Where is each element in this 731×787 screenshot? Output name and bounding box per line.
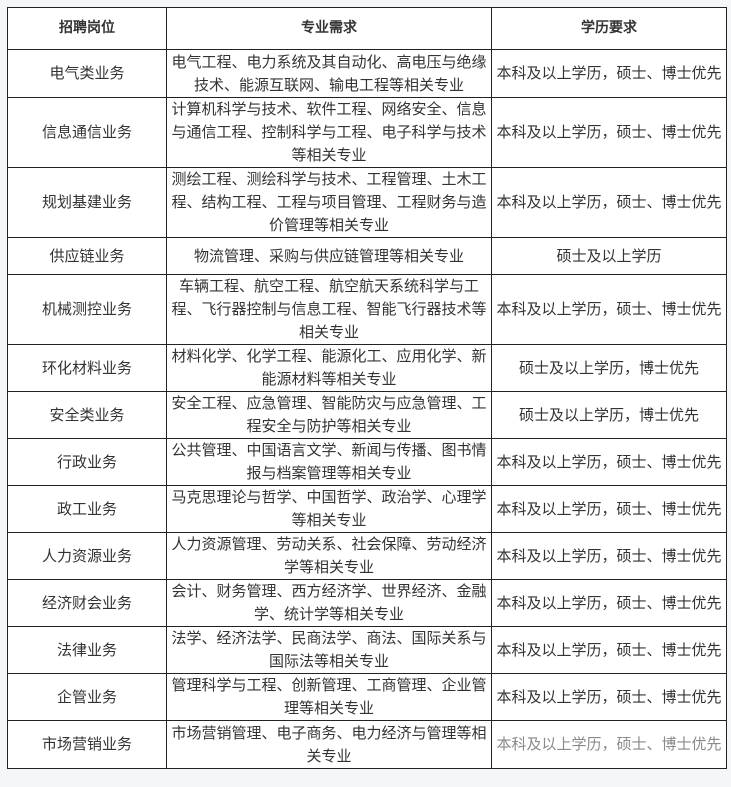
majors-cell: 市场营销管理、电子商务、电力经济与管理等相关专业 — [166, 720, 492, 769]
majors-cell: 安全工程、应急管理、智能防灾与应急管理、工程安全与防护等相关专业 — [166, 391, 492, 439]
position-cell: 行政业务 — [7, 438, 167, 486]
table-row: 行政业务 公共管理、中国语言文学、新闻与传播、图书情报与档案管理等相关专业 本科及以… — [7, 438, 727, 486]
majors-cell: 马克思理论与哲学、中国哲学、政治学、心理学等相关专业 — [166, 485, 492, 533]
education-cell: 硕士及以上学历，博士优先 — [491, 391, 727, 439]
majors-cell: 计算机科学与技术、软件工程、网络安全、信息与通信工程、控制科学与工程、电子科学与… — [166, 97, 492, 168]
table-row: 人力资源业务 人力资源管理、劳动关系、社会保障、劳动经济学等相关专业 本科及以上学历… — [7, 532, 727, 580]
position-cell: 经济财会业务 — [7, 579, 167, 627]
table-row: 信息通信业务 计算机科学与技术、软件工程、网络安全、信息与通信工程、控制科学与工程… — [7, 97, 727, 168]
position-cell: 电气类业务 — [7, 49, 167, 98]
education-cell: 本科及以上学历，硕士、博士优先 — [491, 532, 727, 580]
header-row: 招聘岗位 专业需求 学历要求 — [7, 7, 727, 50]
table-row: 经济财会业务 会计、财务管理、西方经济学、世界经济、金融学、统计学等相关专业 本科及… — [7, 579, 727, 627]
education-cell: 本科及以上学历，硕士、博士优先 — [491, 579, 727, 627]
majors-cell: 电气工程、电力系统及其自动化、高电压与绝缘技术、能源互联网、输电工程等相关专业 — [166, 49, 492, 98]
table-row: 安全类业务 安全工程、应急管理、智能防灾与应急管理、工程安全与防护等相关专业 硕士及… — [7, 391, 727, 439]
table-row: 政工业务 马克思理论与哲学、中国哲学、政治学、心理学等相关专业 本科及以上学历，硕士… — [7, 485, 727, 533]
position-cell: 市场营销业务 — [7, 720, 167, 769]
position-cell: 信息通信业务 — [7, 97, 167, 168]
position-cell: 机械测控业务 — [7, 274, 167, 345]
majors-cell: 公共管理、中国语言文学、新闻与传播、图书情报与档案管理等相关专业 — [166, 438, 492, 486]
majors-cell: 材料化学、化学工程、能源化工、应用化学、新能源材料等相关专业 — [166, 344, 492, 392]
table-row: 法律业务 法学、经济法学、民商法学、商法、国际关系与国际法等相关专业 本科及以上学历… — [7, 626, 727, 674]
education-cell: 本科及以上学历，硕士、博士优先 — [491, 720, 727, 769]
table-row: 电气类业务 电气工程、电力系统及其自动化、高电压与绝缘技术、能源互联网、输电工程等… — [7, 49, 727, 98]
majors-cell: 人力资源管理、劳动关系、社会保障、劳动经济学等相关专业 — [166, 532, 492, 580]
position-cell: 人力资源业务 — [7, 532, 167, 580]
position-cell: 法律业务 — [7, 626, 167, 674]
education-cell: 本科及以上学历，硕士、博士优先 — [491, 49, 727, 98]
education-cell: 硕士及以上学历 — [491, 237, 727, 275]
table-row: 市场营销业务 市场营销管理、电子商务、电力经济与管理等相关专业 本科及以上学历，硕士… — [7, 720, 727, 769]
education-cell: 硕士及以上学历，博士优先 — [491, 344, 727, 392]
table-row: 企管业务 管理科学与工程、创新管理、工商管理、企业管理等相关专业 本科及以上学历，硕… — [7, 673, 727, 721]
table-row: 规划基建业务 测绘工程、测绘科学与技术、工程管理、土木工程、结构工程、工程与项目管… — [7, 167, 727, 238]
position-cell: 安全类业务 — [7, 391, 167, 439]
position-cell: 环化材料业务 — [7, 344, 167, 392]
position-cell: 政工业务 — [7, 485, 167, 533]
recruitment-table: 招聘岗位 专业需求 学历要求 电气类业务 电气工程、电力系统及其自动化、高电压与绝… — [7, 7, 727, 769]
majors-cell: 车辆工程、航空工程、航空航天系统科学与工程、飞行器控制与信息工程、智能飞行器技术… — [166, 274, 492, 345]
table-row: 环化材料业务 材料化学、化学工程、能源化工、应用化学、新能源材料等相关专业 硕士及以… — [7, 344, 727, 392]
table-row: 机械测控业务 车辆工程、航空工程、航空航天系统科学与工程、飞行器控制与信息工程、智… — [7, 274, 727, 345]
position-cell: 规划基建业务 — [7, 167, 167, 238]
education-cell: 本科及以上学历，硕士、博士优先 — [491, 97, 727, 168]
majors-cell: 物流管理、采购与供应链管理等相关专业 — [166, 237, 492, 275]
education-cell: 本科及以上学历，硕士、博士优先 — [491, 167, 727, 238]
table-row: 供应链业务 物流管理、采购与供应链管理等相关专业 硕士及以上学历 — [7, 237, 727, 275]
header-position: 招聘岗位 — [7, 7, 167, 50]
education-cell: 本科及以上学历，硕士、博士优先 — [491, 485, 727, 533]
majors-cell: 法学、经济法学、民商法学、商法、国际关系与国际法等相关专业 — [166, 626, 492, 674]
majors-cell: 管理科学与工程、创新管理、工商管理、企业管理等相关专业 — [166, 673, 492, 721]
position-cell: 企管业务 — [7, 673, 167, 721]
majors-cell: 测绘工程、测绘科学与技术、工程管理、土木工程、结构工程、工程与项目管理、工程财务… — [166, 167, 492, 238]
header-majors: 专业需求 — [166, 7, 492, 50]
education-cell: 本科及以上学历，硕士、博士优先 — [491, 438, 727, 486]
header-education: 学历要求 — [491, 7, 727, 50]
education-cell: 本科及以上学历，硕士、博士优先 — [491, 673, 727, 721]
education-cell: 本科及以上学历，硕士、博士优先 — [491, 626, 727, 674]
education-cell: 本科及以上学历，硕士、博士优先 — [491, 274, 727, 345]
majors-cell: 会计、财务管理、西方经济学、世界经济、金融学、统计学等相关专业 — [166, 579, 492, 627]
position-cell: 供应链业务 — [7, 237, 167, 275]
